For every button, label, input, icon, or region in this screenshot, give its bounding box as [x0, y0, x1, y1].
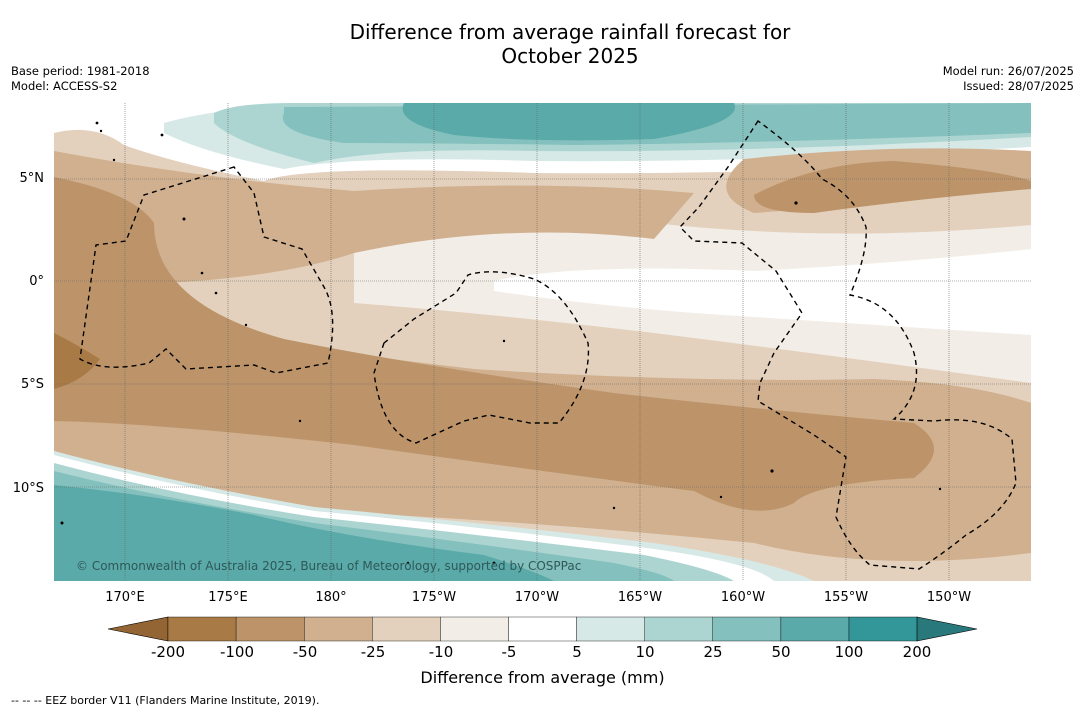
colorbar: [107, 616, 978, 642]
lon-label-170w: 170°W: [514, 590, 560, 605]
colorbar-tick: -10: [428, 643, 454, 661]
grid-lines: [54, 103, 1031, 581]
copyright-text: © Commonwealth of Australia 2025, Bureau…: [76, 559, 581, 573]
colorbar-segment: [303, 616, 373, 642]
colorbar-segment: [712, 616, 782, 642]
band-south-100: [54, 485, 554, 581]
colorbar-segment: [848, 616, 918, 642]
meta-right: Model run: 26/07/2025 Issued: 28/07/2025: [943, 64, 1074, 94]
colorbar-tick: -100: [219, 643, 255, 661]
colorbar-under-arrow: [107, 616, 169, 642]
colorbar-tick: 5: [572, 643, 582, 661]
colorbar-tick: 200: [902, 643, 932, 661]
lon-label-175w: 175°W: [411, 590, 457, 605]
colorbar-segment: [372, 616, 441, 642]
model-text: Model: ACCESS-S2: [11, 79, 118, 93]
eez-borders: [79, 120, 1017, 570]
model-run-text: Model run: 26/07/2025: [942, 64, 1074, 78]
islands: [60, 121, 942, 565]
title-line-2: October 2025: [501, 44, 639, 68]
lat-label-5s: 5°S: [20, 377, 44, 392]
lon-label-160w: 160°W: [720, 590, 766, 605]
colorbar-segment: [644, 616, 714, 642]
band-50-north: [754, 161, 1031, 213]
eez-legend-text: -- -- -- EEZ border V11 (Flanders Marine…: [11, 694, 320, 707]
lat-label-5n: 5°N: [19, 171, 45, 186]
colorbar-tick: 25: [703, 643, 723, 661]
band-dry-north: [54, 151, 694, 286]
colorbar-tick: 10: [635, 643, 655, 661]
lon-label-175e: 175°E: [208, 590, 248, 605]
lon-label-170e: 170°E: [105, 590, 145, 605]
colorbar-tick: -5: [501, 643, 517, 661]
rainfall-anomaly-map: © Commonwealth of Australia 2025, Bureau…: [54, 103, 1031, 581]
meta-left: Base period: 1981-2018 Model: ACCESS-S2: [11, 64, 150, 94]
lon-label-165w: 165°W: [617, 590, 663, 605]
lon-label-150w: 150°W: [926, 590, 972, 605]
lat-label-0: 0°: [29, 274, 44, 289]
colorbar-tick: -50: [292, 643, 318, 661]
colorbar-over-arrow: [916, 616, 978, 642]
band-eq-5: [494, 249, 1031, 335]
colorbar-segment: [235, 616, 305, 642]
issued-text: Issued: 28/07/2025: [963, 79, 1074, 93]
lon-label-155w: 155°W: [823, 590, 869, 605]
colorbar-tick: 100: [834, 643, 864, 661]
colorbar-segment: [440, 616, 509, 642]
band-50-west: [54, 177, 934, 511]
lon-label-180: 180°: [315, 590, 347, 605]
colorbar-segment: [167, 616, 237, 642]
band-100: [54, 333, 100, 389]
base-period-text: Base period: 1981-2018: [11, 64, 150, 78]
colorbar-segment: [508, 616, 577, 642]
colorbar-tick: -200: [150, 643, 186, 661]
band-north-100: [402, 103, 735, 141]
title-line-1: Difference from average rainfall forecas…: [349, 20, 791, 44]
colorbar-tick: -25: [360, 643, 386, 661]
colorbar-tick: 50: [771, 643, 791, 661]
colorbar-label: Difference from average (mm): [420, 668, 665, 687]
chart-title: Difference from average rainfall forecas…: [0, 20, 1085, 68]
colorbar-segment: [576, 616, 645, 642]
colorbar-segment: [780, 616, 850, 642]
lat-label-10s: 10°S: [12, 481, 44, 496]
